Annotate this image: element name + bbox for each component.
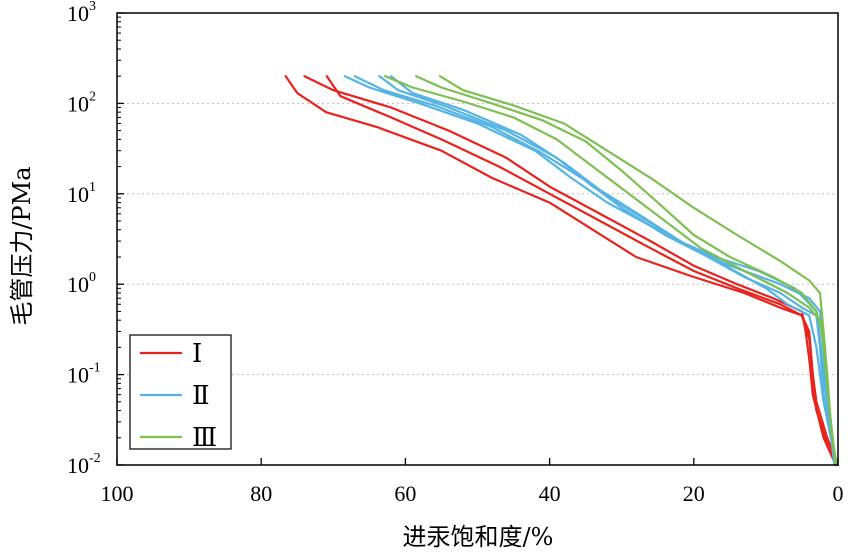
series-line-6 xyxy=(378,75,836,467)
y-tick-label: 103 xyxy=(67,0,96,26)
series-line-2 xyxy=(303,75,837,467)
tick-layer: 10-2 10-1 100 101 102 103 100 80 60 40 20 0 xyxy=(67,0,844,506)
x-tick-label: 80 xyxy=(250,481,272,506)
y-axis-label: 毛管压力/PMa xyxy=(8,166,36,325)
x-tick-label: 0 xyxy=(833,481,844,506)
series-line-9 xyxy=(415,75,838,467)
y-tick-label: 100 xyxy=(67,270,96,297)
series-line-5 xyxy=(353,75,838,467)
x-tick-label: 40 xyxy=(539,481,561,506)
x-axis-label: 进汞饱和度/% xyxy=(403,523,554,551)
series-line-4 xyxy=(343,75,837,467)
y-tick-label: 10-2 xyxy=(67,451,101,478)
y-tick-label: 10-1 xyxy=(67,361,101,388)
x-tick-label: 60 xyxy=(394,481,416,506)
legend-label-1: Ⅰ xyxy=(192,339,202,368)
legend: Ⅰ Ⅱ Ⅲ xyxy=(129,334,232,452)
series-layer xyxy=(284,75,840,467)
legend-label-2: Ⅱ xyxy=(192,381,210,410)
y-tick-label: 101 xyxy=(67,180,96,207)
series-line-8 xyxy=(384,75,838,467)
x-tick-label: 100 xyxy=(101,481,134,506)
series-line-3 xyxy=(325,75,838,467)
plot-frame xyxy=(116,12,839,466)
x-tick-label: 20 xyxy=(683,481,705,506)
y-tick-label: 102 xyxy=(67,89,96,116)
legend-label-3: Ⅲ xyxy=(192,423,217,452)
series-line-10 xyxy=(438,75,837,467)
